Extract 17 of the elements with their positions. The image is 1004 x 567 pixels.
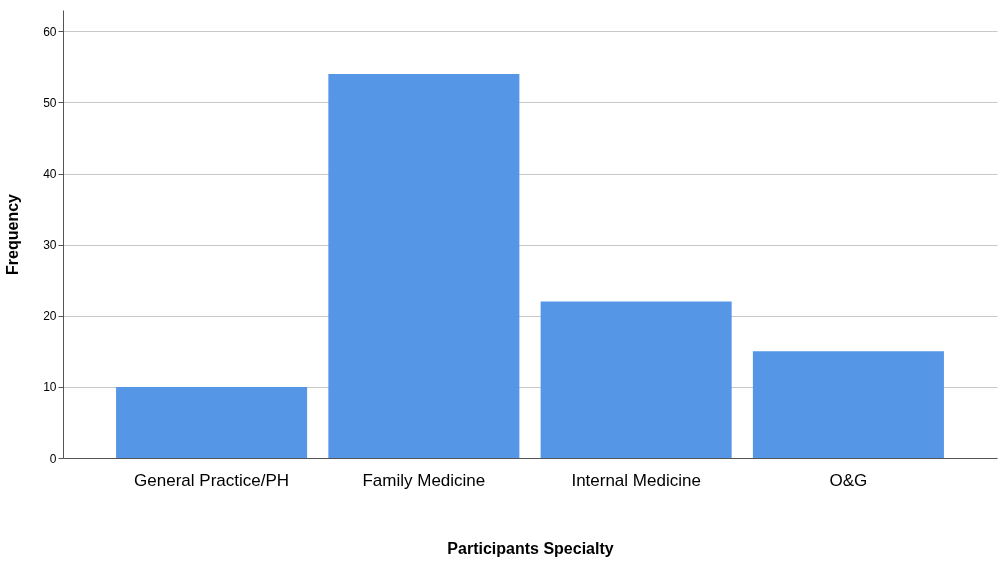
bar <box>540 301 732 458</box>
y-tick-label: 0 <box>49 451 57 466</box>
x-axis-title: Participants Specialty <box>447 539 614 557</box>
y-tick-label: 50 <box>43 95 57 110</box>
y-tick-label: 30 <box>43 238 57 253</box>
y-tick-label: 60 <box>43 24 57 39</box>
x-tick-label: General Practice/PH <box>134 470 290 490</box>
y-axis-title: Frequency <box>4 193 22 275</box>
x-tick-label: Internal Medicine <box>571 470 701 490</box>
bar <box>116 386 308 458</box>
bar <box>328 74 520 458</box>
y-tick-label: 10 <box>43 380 57 395</box>
x-tick-label: O&G <box>829 470 868 490</box>
y-tick-label: 40 <box>43 167 57 182</box>
bar <box>752 351 944 458</box>
y-tick-label: 20 <box>43 309 57 324</box>
x-tick-label: Family Medicine <box>362 470 486 490</box>
